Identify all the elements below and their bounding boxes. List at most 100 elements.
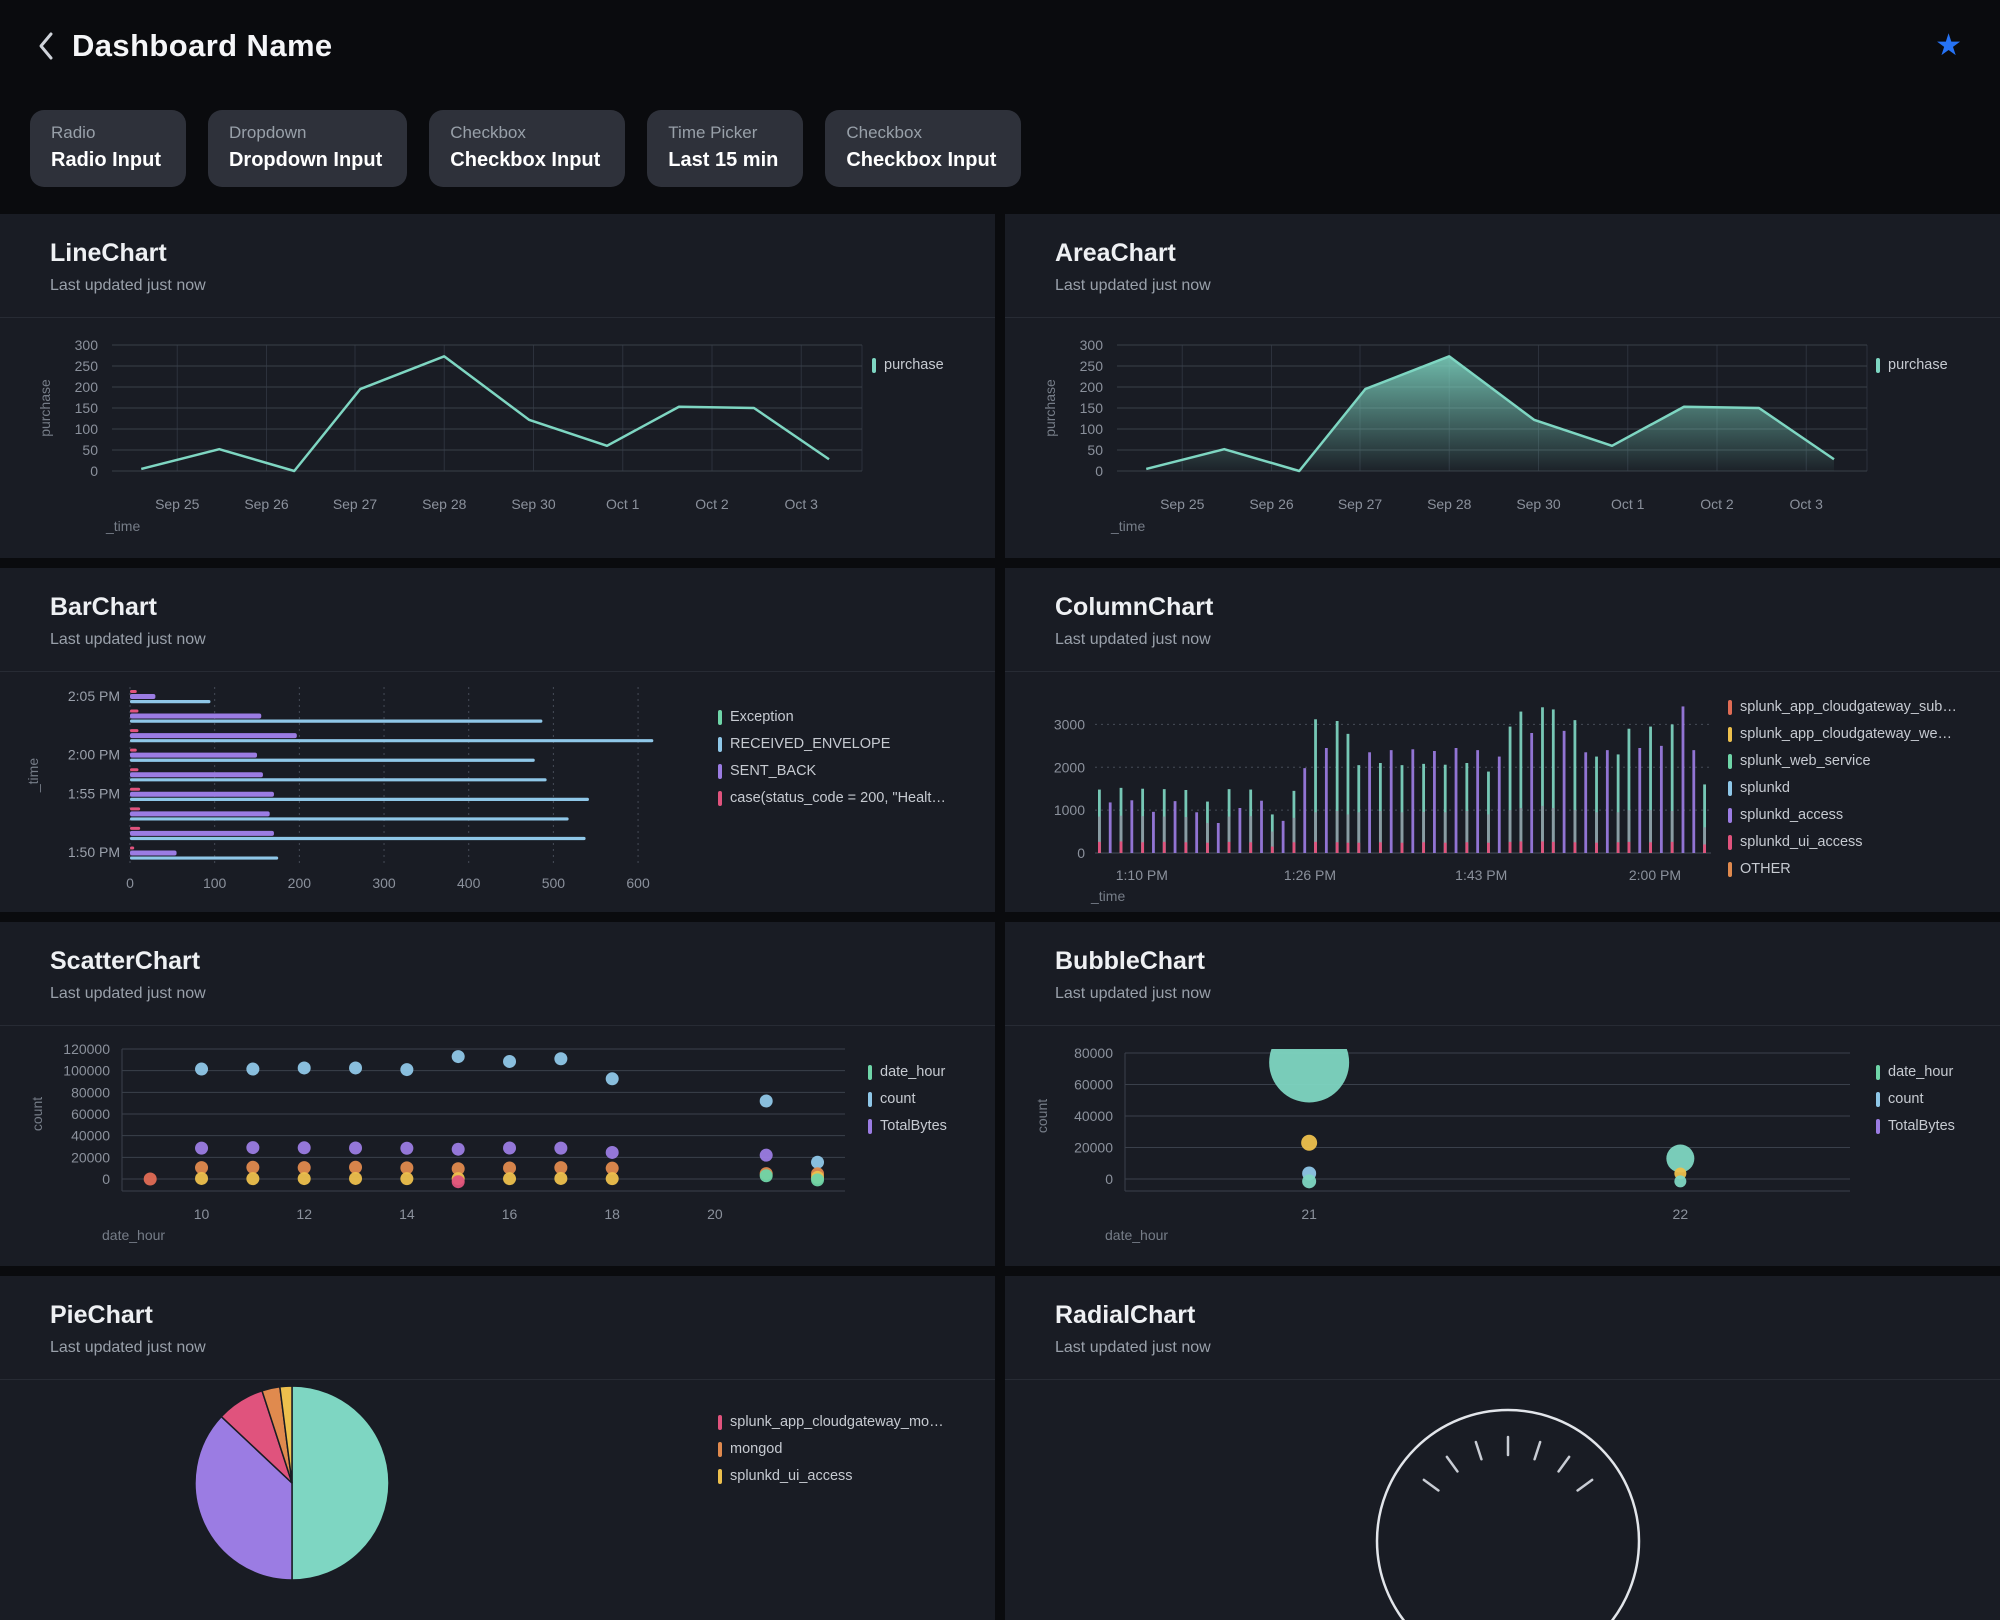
legend-item: splunkd_ui_access <box>718 1468 944 1484</box>
chart-legend: date_hour count TotalBytes <box>1876 1064 1955 1145</box>
input-chip-checkbox-2[interactable]: Checkbox Checkbox Input <box>429 110 626 187</box>
page-title: Dashboard Name <box>72 28 333 63</box>
legend-item: OTHER <box>1728 861 1957 877</box>
line-chart-svg[interactable]: 0 50 100 150 200 250 300 Sep 25 Sep 26 Sep 27 Sep … <box>0 319 995 558</box>
dashboard-inputs: Radio Radio Input Dropdown Dropdown Input Ch… <box>30 110 2000 187</box>
svg-text:_time: _time <box>105 518 140 534</box>
svg-text:Oct 2: Oct 2 <box>1700 496 1734 512</box>
legend-swatch-icon <box>1728 862 1732 877</box>
input-chip-dropdown-1[interactable]: Dropdown Dropdown Input <box>207 110 408 187</box>
legend-item: count <box>868 1091 947 1107</box>
legend-swatch-icon <box>718 791 722 806</box>
svg-text:300: 300 <box>1080 337 1104 353</box>
svg-text:100: 100 <box>203 875 227 891</box>
svg-text:40000: 40000 <box>1074 1108 1113 1124</box>
legend-item: purchase <box>872 357 944 373</box>
bar-chart-area: 0 100 200 300 400 500 600 2:05 PM 2:00 PM 1:55 PM… <box>0 673 995 912</box>
svg-text:250: 250 <box>1080 358 1104 374</box>
column-chart-area: 0 1000 2000 3000 1:10 PM 1:26 PM 1:43 PM 2:00 P… <box>1005 673 2000 912</box>
panel-subtitle: Last updated just now <box>1055 277 1211 294</box>
svg-text:2000: 2000 <box>1054 759 1085 775</box>
legend-label: Exception <box>730 709 794 725</box>
legend-swatch-icon <box>1876 1065 1880 1080</box>
radial-chart-svg[interactable] <box>1005 1381 2000 1620</box>
svg-text:1000: 1000 <box>1054 802 1085 818</box>
svg-text:200: 200 <box>1080 379 1104 395</box>
legend-label: splunkd <box>1740 780 1790 796</box>
input-chip-checkbox-4[interactable]: Checkbox Checkbox Input <box>825 110 1022 187</box>
legend-label: splunk_app_cloudgateway_sub… <box>1740 699 1957 715</box>
bubble-chart-svg[interactable]: 0 20000 40000 60000 80000 21 22 count date_hour <box>1005 1027 2000 1266</box>
panel-header: LineChart Last updated just now <box>0 214 995 318</box>
svg-text:Oct 1: Oct 1 <box>606 496 640 512</box>
input-chip-label: Radio <box>51 123 96 142</box>
panel-subtitle: Last updated just now <box>1055 631 1211 648</box>
chart-legend: purchase <box>872 357 944 384</box>
svg-text:count: count <box>1034 1099 1050 1133</box>
legend-swatch-icon <box>1728 754 1732 769</box>
panel-subtitle: Last updated just now <box>50 985 206 1002</box>
svg-text:date_hour: date_hour <box>1105 1227 1168 1243</box>
star-favorite-icon[interactable]: ★ <box>1935 29 1962 62</box>
panel-barchart: BarChart Last updated just now 0 100 200 300 4… <box>0 568 995 912</box>
legend-swatch-icon <box>1728 700 1732 715</box>
svg-text:100: 100 <box>1080 421 1104 437</box>
svg-text:500: 500 <box>542 875 566 891</box>
column-chart-svg[interactable]: 0 1000 2000 3000 1:10 PM 1:26 PM 1:43 PM 2:00 P… <box>1005 673 2000 912</box>
input-chip-radio-0[interactable]: Radio Radio Input <box>30 110 186 187</box>
panel-title: BarChart <box>50 593 157 621</box>
legend-label: purchase <box>884 357 944 373</box>
legend-swatch-icon <box>1876 1119 1880 1134</box>
svg-text:300: 300 <box>372 875 396 891</box>
legend-label: TotalBytes <box>1888 1118 1955 1134</box>
chart-legend: purchase <box>1876 357 1948 384</box>
svg-text:22: 22 <box>1673 1206 1689 1222</box>
svg-text:16: 16 <box>502 1206 518 1222</box>
legend-swatch-icon <box>868 1065 872 1080</box>
svg-text:Oct 3: Oct 3 <box>785 496 819 512</box>
bar-chart-svg[interactable]: 0 100 200 300 400 500 600 2:05 PM 2:00 PM 1:55 PM… <box>0 673 995 912</box>
panel-title: PieChart <box>50 1301 153 1329</box>
legend-label: date_hour <box>880 1064 946 1080</box>
input-chip-time-picker-3[interactable]: Time Picker Last 15 min <box>647 110 804 187</box>
legend-item: date_hour <box>1876 1064 1955 1080</box>
svg-text:0: 0 <box>126 875 134 891</box>
svg-text:100: 100 <box>75 421 99 437</box>
svg-text:1:50 PM: 1:50 PM <box>68 844 120 860</box>
panel-title: LineChart <box>50 239 167 267</box>
legend-item: TotalBytes <box>868 1118 947 1134</box>
svg-text:0: 0 <box>1095 463 1103 479</box>
back-button[interactable] <box>34 29 56 63</box>
svg-text:date_hour: date_hour <box>102 1227 165 1243</box>
panel-subtitle: Last updated just now <box>50 631 206 648</box>
legend-label: TotalBytes <box>880 1118 947 1134</box>
svg-text:3000: 3000 <box>1054 716 1085 732</box>
svg-text:Sep 30: Sep 30 <box>1516 496 1561 512</box>
input-chip-label: Time Picker <box>668 123 758 142</box>
scatter-chart-svg[interactable]: 0 20000 40000 60000 80000 100000 120000 10 12 14 1… <box>0 1027 995 1266</box>
legend-item: date_hour <box>868 1064 947 1080</box>
svg-text:50: 50 <box>82 442 98 458</box>
svg-text:Sep 27: Sep 27 <box>1338 496 1383 512</box>
svg-text:120000: 120000 <box>63 1041 110 1057</box>
svg-text:purchase: purchase <box>1042 379 1058 437</box>
svg-text:Sep 28: Sep 28 <box>1427 496 1472 512</box>
svg-text:150: 150 <box>1080 400 1104 416</box>
panel-header: ColumnChart Last updated just now <box>1005 568 2000 672</box>
legend-swatch-icon <box>1728 781 1732 796</box>
svg-text:2:05 PM: 2:05 PM <box>68 688 120 704</box>
svg-text:60000: 60000 <box>1074 1077 1113 1093</box>
radial-chart-area <box>1005 1381 2000 1620</box>
svg-text:2:00 PM: 2:00 PM <box>1629 867 1681 883</box>
svg-text:80000: 80000 <box>71 1084 110 1100</box>
input-chip-value: Last 15 min <box>668 149 779 171</box>
svg-text:Sep 30: Sep 30 <box>511 496 556 512</box>
area-chart-svg[interactable]: 0 50 100 150 200 250 300 Sep 25 Sep 26 Sep 27 Sep … <box>1005 319 2000 558</box>
svg-text:200: 200 <box>288 875 312 891</box>
svg-text:250: 250 <box>75 358 99 374</box>
svg-text:60000: 60000 <box>71 1106 110 1122</box>
scatter-chart-area: 0 20000 40000 60000 80000 100000 120000 10 12 14 1… <box>0 1027 995 1266</box>
legend-swatch-icon <box>718 1442 722 1457</box>
legend-swatch-icon <box>1876 358 1880 373</box>
